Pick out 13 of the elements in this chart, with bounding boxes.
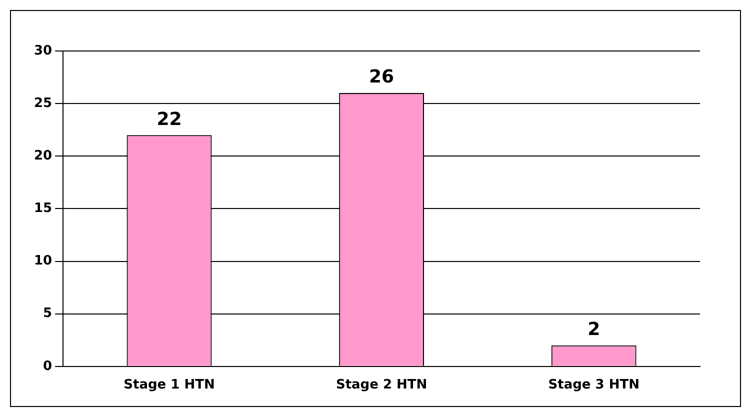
- x-tick-label: Stage 2 HTN: [336, 378, 428, 393]
- y-tick-label: 15: [34, 201, 52, 216]
- x-tick-label: Stage 1 HTN: [124, 378, 215, 393]
- y-tick-label: 20: [34, 148, 52, 164]
- data-label: 2: [588, 319, 600, 340]
- y-tick-label: 30: [34, 43, 52, 58]
- data-label: 22: [156, 108, 182, 130]
- y-tick-label: 10: [34, 254, 52, 269]
- x-tick-label: Stage 3 HTN: [548, 378, 640, 393]
- y-tick-label: 0: [43, 358, 52, 374]
- data-label: 26: [369, 66, 394, 88]
- y-tick-label: 5: [43, 306, 52, 322]
- y-tick-label: 25: [34, 96, 52, 111]
